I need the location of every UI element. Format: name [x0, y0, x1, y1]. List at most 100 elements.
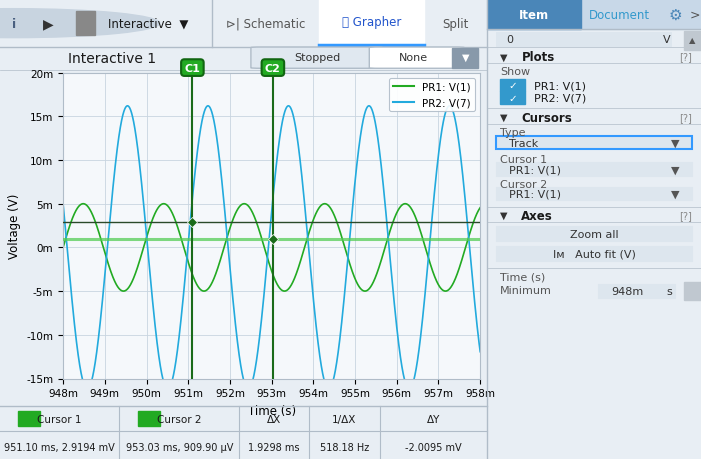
Text: >: > [689, 9, 700, 22]
Text: PR1: V(1): PR1: V(1) [534, 81, 586, 91]
Text: [?]: [?] [679, 211, 693, 221]
Text: [?]: [?] [679, 113, 693, 123]
Text: Interactive  ▼: Interactive ▼ [109, 17, 189, 31]
Bar [684, 32, 701, 50]
Text: Split: Split [442, 17, 469, 31]
Line: PR2: V(7): PR2: V(7) [63, 106, 480, 389]
PR2: V(7): (0.952, -0.016): V(7): (0.952, -0.016) [246, 385, 254, 391]
Text: Cursor 1: Cursor 1 [37, 414, 82, 424]
PR2: V(7): (0.957, 0.0162): V(7): (0.957, 0.0162) [445, 104, 454, 109]
PR1: V(1): (0.95, 0.00496): V(1): (0.95, 0.00496) [158, 202, 166, 207]
Text: ✓: ✓ [508, 94, 517, 104]
PR1: V(1): (0.958, 0.00389): V(1): (0.958, 0.00389) [472, 211, 481, 217]
Line: PR1: V(1): PR1: V(1) [63, 204, 480, 291]
PR1: V(1): (0.951, -0.005): V(1): (0.951, -0.005) [200, 289, 208, 294]
PR1: V(1): (0.952, -0.0014): V(1): (0.952, -0.0014) [216, 257, 224, 263]
Text: PR2: V(7): PR2: V(7) [534, 94, 587, 104]
Text: ⚙: ⚙ [669, 8, 682, 22]
Text: Stopped: Stopped [294, 53, 341, 63]
Bar [500, 79, 524, 92]
Bar [500, 92, 524, 105]
Text: Cursors: Cursors [522, 112, 572, 124]
Text: ▶: ▶ [43, 17, 54, 31]
PR1: V(1): (0.95, 0.00499): V(1): (0.95, 0.00499) [161, 202, 169, 207]
Bar [599, 285, 675, 298]
Bar [138, 411, 160, 426]
Bar [496, 226, 693, 242]
Bar [684, 282, 701, 301]
Text: Cursor 2: Cursor 2 [157, 414, 202, 424]
X-axis label: Time (s): Time (s) [247, 404, 296, 417]
Text: -2.0095 mV: -2.0095 mV [405, 442, 462, 453]
FancyBboxPatch shape [251, 48, 383, 69]
Text: Time (s): Time (s) [500, 272, 545, 282]
Bar [496, 187, 693, 201]
Text: ΔX: ΔX [266, 414, 281, 424]
PR2: V(7): (0.958, -0.0119): V(7): (0.958, -0.0119) [476, 349, 484, 355]
PR1: V(1): (0.95, 0.00479): V(1): (0.95, 0.00479) [156, 203, 164, 209]
PR1: V(1): (0.95, 0.005): V(1): (0.95, 0.005) [160, 202, 168, 207]
Circle shape [0, 10, 160, 39]
Text: Minimum: Minimum [500, 285, 552, 295]
Text: ΔY: ΔY [427, 414, 440, 424]
Text: Show: Show [500, 67, 530, 77]
Text: ▼: ▼ [461, 53, 469, 63]
PR2: V(7): (0.95, -0.0156): V(7): (0.95, -0.0156) [160, 381, 168, 387]
Bar [684, 33, 701, 47]
Text: None: None [399, 53, 428, 63]
FancyBboxPatch shape [369, 48, 464, 69]
Bar [496, 163, 693, 177]
Text: C2: C2 [265, 63, 281, 73]
Text: Item: Item [519, 9, 550, 22]
Bar [18, 411, 40, 426]
Text: 1/ΔX: 1/ΔX [332, 414, 357, 424]
PR2: V(7): (0.948, 0.00501): V(7): (0.948, 0.00501) [59, 202, 67, 207]
Text: Interactive 1: Interactive 1 [68, 51, 156, 66]
Text: PR1: V(1): PR1: V(1) [509, 165, 561, 175]
Text: i: i [12, 17, 15, 31]
Text: ▼: ▼ [500, 211, 508, 221]
Text: Cursor 2: Cursor 2 [500, 179, 547, 190]
Text: 〜 Grapher: 〜 Grapher [341, 16, 401, 29]
Text: ▼: ▼ [671, 165, 680, 175]
Text: ✓: ✓ [508, 81, 517, 91]
Text: ▼: ▼ [500, 52, 508, 62]
Text: ▼: ▼ [671, 138, 680, 148]
Text: V: V [662, 35, 670, 45]
Text: ▼: ▼ [671, 189, 680, 199]
Bar [496, 33, 671, 47]
PR2: V(7): (0.952, 0.0092): V(7): (0.952, 0.0092) [216, 165, 224, 170]
Text: ▲: ▲ [689, 35, 695, 45]
PR2: V(7): (0.95, -0.0147): V(7): (0.95, -0.0147) [158, 373, 166, 379]
PR2: V(7): (0.958, -0.00886): V(7): (0.958, -0.00886) [472, 322, 481, 328]
Text: [?]: [?] [679, 52, 693, 62]
Text: 0: 0 [506, 35, 513, 45]
Text: ▼: ▼ [500, 113, 508, 123]
FancyBboxPatch shape [496, 136, 693, 150]
Text: PR1: V(1): PR1: V(1) [509, 189, 561, 199]
Text: Document: Document [590, 9, 651, 22]
Bar [76, 12, 95, 36]
PR2: V(7): (0.95, -0.0133): V(7): (0.95, -0.0133) [156, 361, 164, 367]
PR1: V(1): (0.958, 0.00455): V(1): (0.958, 0.00455) [476, 206, 484, 211]
Text: Track: Track [509, 138, 538, 148]
Y-axis label: Voltage (V): Voltage (V) [8, 193, 21, 259]
Text: C1: C1 [184, 63, 200, 73]
PR1: V(1): (0.952, 0.00448): V(1): (0.952, 0.00448) [246, 206, 254, 212]
Text: 1.9298 ms: 1.9298 ms [248, 442, 299, 453]
Text: 951.10 ms, 2.9194 mV: 951.10 ms, 2.9194 mV [4, 442, 115, 453]
Text: ⊳| Schematic: ⊳| Schematic [226, 17, 305, 31]
Text: Type: Type [500, 128, 526, 138]
Text: Plots: Plots [522, 51, 554, 64]
Text: s: s [667, 286, 672, 297]
Legend: PR1: V(1), PR2: V(7): PR1: V(1), PR2: V(7) [389, 78, 475, 112]
Text: Zoom all: Zoom all [570, 229, 618, 239]
PR1: V(1): (0.948, 0): V(1): (0.948, 0) [59, 245, 67, 251]
PR2: V(7): (0.951, -0.0162): V(7): (0.951, -0.0162) [163, 386, 172, 392]
Bar [487, 0, 701, 30]
Bar [487, 0, 581, 30]
Bar [319, 0, 424, 48]
Text: Iм   Auto fit (V): Iм Auto fit (V) [552, 249, 636, 259]
Text: 953.03 ms, 909.90 μV: 953.03 ms, 909.90 μV [125, 442, 233, 453]
Text: 518.18 Hz: 518.18 Hz [320, 442, 369, 453]
